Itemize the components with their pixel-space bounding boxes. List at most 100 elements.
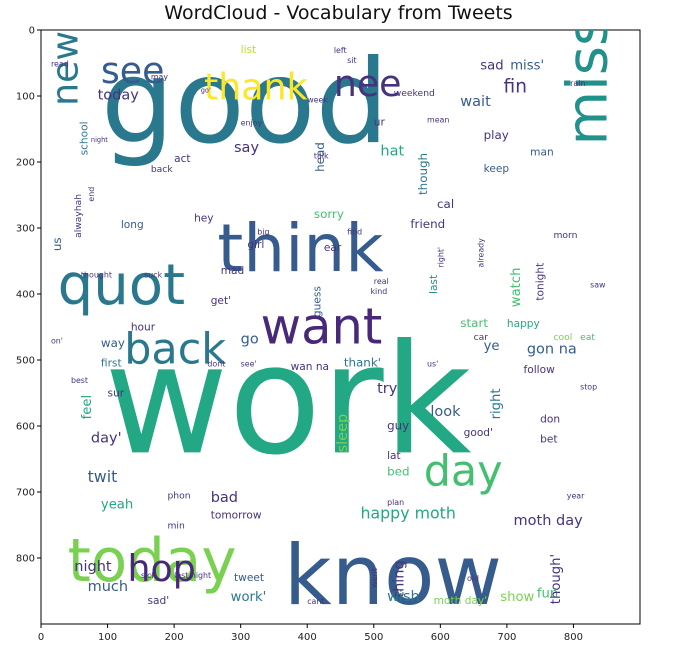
word-77: night	[74, 559, 112, 575]
word-8: miss	[556, 17, 621, 146]
word-96: mean	[427, 115, 449, 124]
x-tick-label: 100	[98, 632, 117, 643]
word-51: follow	[524, 364, 556, 376]
word-97: enjoy	[241, 119, 263, 128]
word-35: hey	[194, 212, 214, 224]
word-42: tonight	[534, 263, 546, 301]
word-36: long	[121, 219, 144, 231]
word-122: cant	[307, 597, 324, 606]
word-85: though'	[549, 554, 564, 604]
word-33: sorry	[314, 207, 344, 221]
word-7: back	[124, 324, 226, 374]
word-47: gon na	[527, 341, 577, 357]
word-72: bad	[211, 490, 238, 506]
word-39: mad	[221, 265, 245, 277]
word-43: morn	[553, 230, 577, 241]
word-87: moth day'	[434, 595, 487, 607]
word-109: saw	[590, 280, 606, 289]
word-11: see	[101, 49, 165, 92]
word-75: tomorrow	[211, 509, 262, 521]
word-23: act	[174, 153, 190, 165]
word-118: old	[467, 574, 479, 583]
word-27: though	[416, 153, 430, 195]
word-116: year	[567, 492, 585, 501]
word-91: ur	[374, 117, 386, 129]
word-55: go	[241, 332, 259, 348]
word-115: phon	[167, 491, 190, 502]
word-100: right'	[437, 247, 446, 268]
word-28: play	[484, 128, 509, 142]
word-24: say	[234, 140, 259, 156]
word-53: hour	[131, 321, 156, 333]
x-tick-label: 300	[231, 632, 250, 643]
word-2: think	[217, 210, 384, 287]
word-94: read	[51, 59, 69, 68]
word-9: thank	[204, 65, 308, 108]
y-tick-label: 500	[16, 356, 35, 367]
word-110: stop	[580, 383, 597, 392]
word-78: much	[88, 579, 128, 595]
x-tick-label: 600	[431, 632, 450, 643]
word-105: get'	[211, 295, 231, 307]
word-17: miss'	[510, 59, 544, 74]
word-125: end	[87, 187, 96, 202]
word-127: may	[151, 73, 169, 82]
word-79: thing	[392, 560, 408, 597]
word-102: real	[374, 277, 389, 286]
word-31: cal	[437, 197, 454, 211]
word-106: thought	[81, 271, 112, 280]
word-5: quot	[58, 253, 185, 318]
y-tick-label: 100	[16, 92, 35, 103]
word-70: twit	[88, 467, 118, 486]
word-64: bet	[540, 434, 557, 446]
word-108: us	[50, 237, 64, 251]
word-13: day	[424, 446, 503, 496]
word-18: today	[98, 87, 140, 103]
word-104: big	[257, 228, 269, 237]
word-82: tweet	[234, 572, 264, 584]
word-4: today	[68, 527, 237, 596]
y-tick-label: 300	[16, 224, 35, 235]
word-65: lat	[387, 450, 401, 462]
word-124: on'	[51, 337, 63, 346]
word-123: us'	[427, 360, 438, 369]
word-22: alwayhah	[73, 194, 84, 238]
word-63: don	[540, 414, 560, 426]
word-86: sad'	[147, 595, 169, 607]
word-103: kind	[370, 287, 387, 296]
word-56: thank'	[344, 356, 381, 370]
word-1: work	[104, 311, 471, 488]
word-88: list	[241, 44, 257, 56]
word-93: rain	[570, 79, 585, 88]
word-32: friend	[410, 217, 445, 231]
word-54: first	[101, 358, 122, 370]
word-76: min	[167, 520, 185, 531]
word-83: show	[500, 590, 534, 605]
word-50: eat	[580, 332, 595, 343]
x-tick-label: 800	[564, 632, 583, 643]
x-tick-label: 400	[298, 632, 317, 643]
word-30: keep	[484, 163, 510, 175]
word-89: left	[334, 46, 347, 55]
word-44: start	[460, 316, 488, 330]
word-62: good'	[464, 427, 493, 439]
word-67: feel	[80, 395, 95, 420]
word-81: work'	[231, 590, 267, 605]
word-16: sad	[480, 59, 503, 74]
word-120: sick	[141, 571, 157, 580]
word-34: back	[151, 164, 174, 175]
y-tick-label: 600	[16, 422, 35, 433]
word-69: day'	[91, 431, 122, 447]
y-tick-label: 0	[29, 26, 35, 37]
word-15: fin	[504, 77, 527, 98]
word-12: new	[44, 31, 87, 106]
word-117: plan	[387, 498, 404, 507]
word-41: watch	[509, 268, 524, 308]
word-66: bed	[387, 465, 409, 479]
word-74: moth day	[514, 513, 584, 529]
word-128: go'	[201, 87, 211, 95]
word-20: weekend	[394, 88, 435, 99]
word-101: find	[347, 228, 362, 237]
word-10: nee	[334, 62, 402, 105]
